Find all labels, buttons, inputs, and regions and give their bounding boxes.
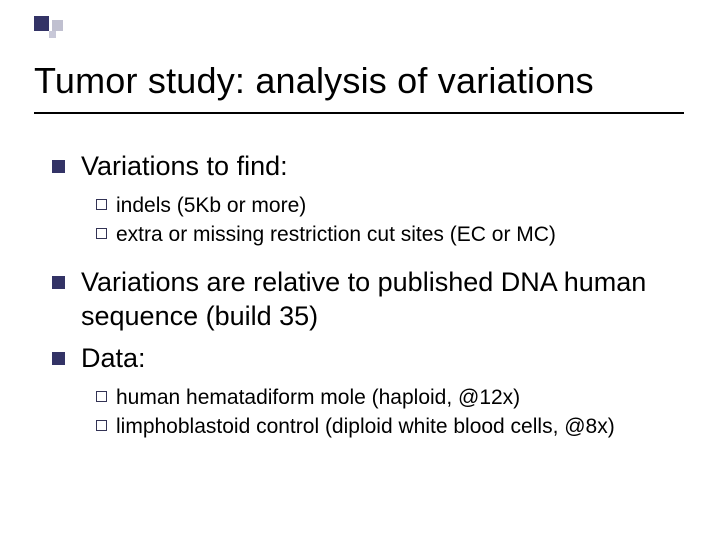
- slide-content: Variations to find: indels (5Kb or more)…: [52, 150, 682, 458]
- bullet-level1: Variations to find:: [52, 150, 682, 184]
- light-square-icon: [49, 31, 56, 38]
- bullet-level2: extra or missing restriction cut sites (…: [96, 221, 682, 248]
- bullet-group-0: Variations to find: indels (5Kb or more)…: [52, 150, 682, 248]
- filled-square-bullet-icon: [52, 352, 65, 365]
- hollow-square-bullet-icon: [96, 199, 107, 210]
- bullet-text: human hematadiform mole (haploid, @12x): [116, 384, 520, 411]
- bullet-level2: human hematadiform mole (haploid, @12x): [96, 384, 682, 411]
- bullet-level2: indels (5Kb or more): [96, 192, 682, 219]
- filled-square-bullet-icon: [52, 160, 65, 173]
- bullet-group-1: Variations are relative to published DNA…: [52, 266, 682, 334]
- hollow-square-bullet-icon: [96, 391, 107, 402]
- filled-square-bullet-icon: [52, 276, 65, 289]
- bullet-text: Data:: [81, 342, 146, 376]
- dark-square-icon: [34, 16, 49, 31]
- slide-title: Tumor study: analysis of variations: [34, 60, 594, 102]
- bullet-group-2: Data: human hematadiform mole (haploid, …: [52, 342, 682, 440]
- bullet-text: Variations are relative to published DNA…: [81, 266, 682, 334]
- bullet-text: Variations to find:: [81, 150, 288, 184]
- bullet-text: extra or missing restriction cut sites (…: [116, 221, 556, 248]
- bullet-level2: limphoblastoid control (diploid white bl…: [96, 413, 682, 440]
- bullet-level1: Data:: [52, 342, 682, 376]
- bullet-level1: Variations are relative to published DNA…: [52, 266, 682, 334]
- hollow-square-bullet-icon: [96, 420, 107, 431]
- light-square-icon-2: [52, 20, 63, 31]
- corner-decoration: [34, 16, 49, 31]
- hollow-square-bullet-icon: [96, 228, 107, 239]
- bullet-text: indels (5Kb or more): [116, 192, 306, 219]
- bullet-text: limphoblastoid control (diploid white bl…: [116, 413, 615, 440]
- title-underline: [34, 112, 684, 114]
